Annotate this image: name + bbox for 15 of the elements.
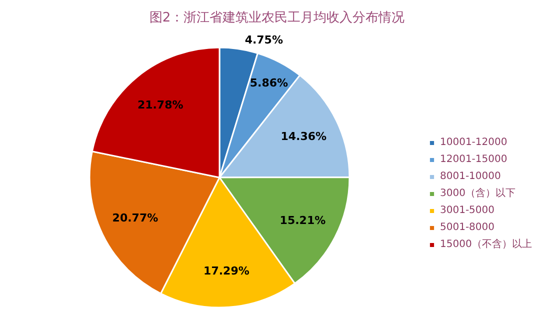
legend-label: 3000（含）以下 <box>440 186 516 200</box>
chart-title: 图2：浙江省建筑业农民工月均收入分布情况 <box>149 10 405 26</box>
legend-label: 3001-5000 <box>440 204 495 217</box>
legend-label: 15000（不含）以上 <box>440 238 532 251</box>
data-label: 15.21% <box>280 214 326 227</box>
data-label: 17.29% <box>204 264 250 278</box>
legend-label: 12001-15000 <box>440 152 508 166</box>
legend-label: 5001-8000 <box>440 220 495 234</box>
legend-label: 10001-12000 <box>440 136 508 149</box>
data-label: 20.77% <box>112 212 158 225</box>
data-label: 14.36% <box>280 130 327 144</box>
data-label: 21.78% <box>137 98 184 112</box>
legend-label: 8001-10000 <box>440 170 501 183</box>
data-label: 4.75% <box>244 33 283 46</box>
data-label: 5.86% <box>250 76 288 90</box>
